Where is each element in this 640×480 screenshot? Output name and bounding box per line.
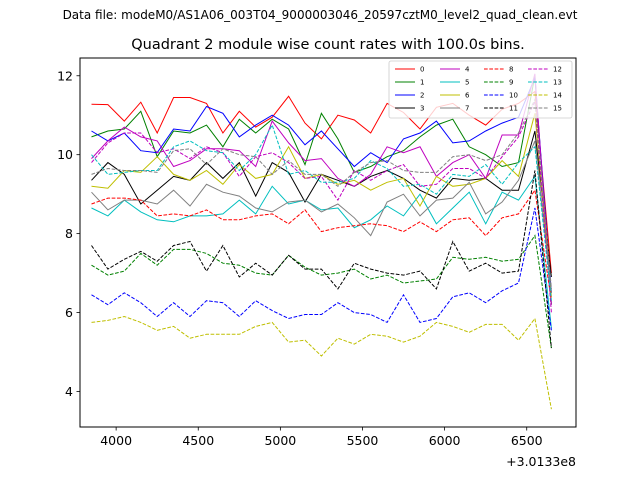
series-line-11 <box>91 170 552 349</box>
x-tick-label: 4000 <box>100 433 132 448</box>
legend-label-11: 11 <box>509 105 518 113</box>
legend-label-3: 3 <box>420 105 424 113</box>
legend-label-10: 10 <box>509 92 518 100</box>
series-line-1 <box>91 75 552 305</box>
data-file-title: Data file: modeM0/AS1A06_003T04_90000030… <box>62 8 578 22</box>
y-tick-label: 10 <box>57 147 73 162</box>
x-tick-label: 5500 <box>347 433 379 448</box>
legend-label-9: 9 <box>509 79 513 87</box>
series-line-13 <box>91 123 552 301</box>
series-line-12 <box>91 99 552 313</box>
legend-label-6: 6 <box>465 92 470 100</box>
x-tick-label: 5000 <box>264 433 296 448</box>
plot-frame <box>79 57 577 428</box>
legend-box <box>388 60 573 119</box>
y-tick-label: 12 <box>57 68 73 83</box>
x-tick-label: 6500 <box>511 433 543 448</box>
legend-label-7: 7 <box>465 105 469 113</box>
legend-label-12: 12 <box>553 66 562 74</box>
x-tick-label: 4500 <box>182 433 214 448</box>
series-line-9 <box>91 234 552 349</box>
y-tick-label: 4 <box>65 384 73 399</box>
legend-label-14: 14 <box>553 92 562 100</box>
series-line-8 <box>91 188 552 301</box>
series-line-14 <box>91 315 552 410</box>
legend-label-0: 0 <box>420 66 424 74</box>
legend-label-1: 1 <box>420 79 424 87</box>
x-axis: 4000 4500 5000 5500 6000 6500 <box>100 427 543 448</box>
x-tick-label: 6000 <box>429 433 461 448</box>
legend-label-2: 2 <box>420 92 424 100</box>
series-line-15 <box>91 97 552 289</box>
legend-label-5: 5 <box>465 79 469 87</box>
series-line-5 <box>91 175 552 329</box>
legend-label-8: 8 <box>509 66 513 74</box>
y-tick-label: 6 <box>65 305 73 320</box>
x-offset-label: +3.0133e8 <box>506 454 576 469</box>
series-layer <box>91 73 552 410</box>
series-line-7 <box>91 140 552 293</box>
legend-label-13: 13 <box>553 79 562 87</box>
series-line-10 <box>91 207 552 331</box>
legend-label-15: 15 <box>553 105 562 113</box>
y-axis: 4 6 8 10 12 <box>57 68 80 399</box>
legend-label-4: 4 <box>465 66 470 74</box>
series-line-0 <box>91 90 552 274</box>
y-tick-label: 8 <box>65 226 73 241</box>
chart-title: Quadrant 2 module wise count rates with … <box>131 37 525 53</box>
series-line-2 <box>91 77 552 293</box>
